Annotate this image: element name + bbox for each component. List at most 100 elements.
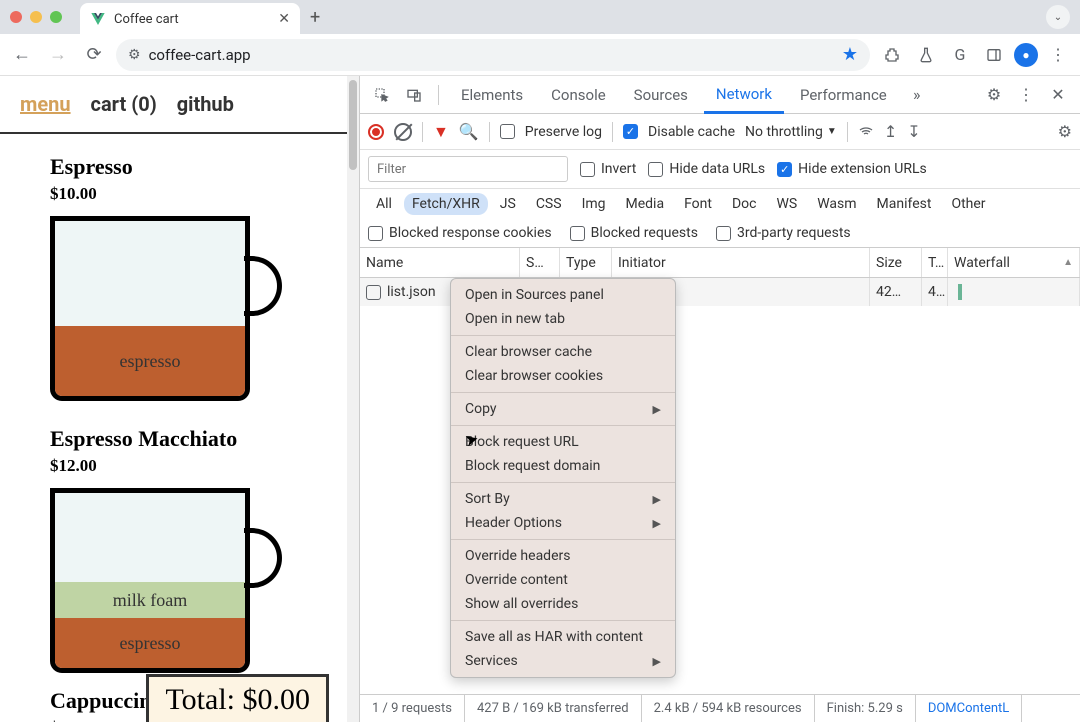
hide-ext-urls-checkbox[interactable]: ✓ bbox=[777, 162, 792, 177]
preserve-log-checkbox[interactable] bbox=[500, 124, 515, 139]
new-tab-button[interactable]: + bbox=[310, 7, 320, 28]
tab-network[interactable]: Network bbox=[704, 77, 784, 114]
context-menu-item[interactable]: Block request domain bbox=[451, 454, 675, 478]
col-initiator[interactable]: Initiator bbox=[612, 248, 870, 277]
tab-dropdown-icon[interactable]: ⌄ bbox=[1046, 5, 1070, 29]
back-button[interactable]: ← bbox=[8, 41, 36, 69]
network-conditions-icon[interactable] bbox=[858, 122, 874, 142]
device-toggle-icon[interactable] bbox=[400, 81, 428, 109]
col-waterfall[interactable]: Waterfall▲ bbox=[948, 248, 1080, 277]
window-min-btn[interactable] bbox=[30, 11, 42, 23]
tab-elements[interactable]: Elements bbox=[449, 76, 535, 113]
network-settings-icon[interactable]: ⚙ bbox=[1058, 122, 1072, 141]
settings-gear-icon[interactable]: ⚙ bbox=[980, 81, 1008, 109]
chip-ws[interactable]: WS bbox=[768, 193, 805, 215]
mug-icon[interactable]: espresso bbox=[50, 216, 280, 406]
hide-data-urls-checkbox[interactable] bbox=[648, 162, 663, 177]
page-scrollbar[interactable] bbox=[347, 76, 359, 722]
col-size[interactable]: Size bbox=[870, 248, 922, 277]
nav-menu[interactable]: menu bbox=[20, 92, 71, 116]
record-button[interactable] bbox=[368, 124, 384, 140]
type-filter-chips: All Fetch/XHR JS CSS Img Media Font Doc … bbox=[360, 189, 1080, 219]
mug-icon[interactable]: milk foam espresso bbox=[50, 488, 280, 678]
chip-js[interactable]: JS bbox=[492, 193, 524, 215]
row-checkbox[interactable] bbox=[366, 285, 381, 300]
col-time[interactable]: T… bbox=[922, 248, 948, 277]
filter-input[interactable] bbox=[368, 156, 568, 182]
col-type[interactable]: Type bbox=[560, 248, 612, 277]
context-menu-item[interactable]: Override content bbox=[451, 568, 675, 592]
more-tabs-icon[interactable]: » bbox=[903, 81, 931, 109]
product-price: $12.00 bbox=[50, 456, 339, 476]
product-espresso: Espresso $10.00 espresso bbox=[0, 134, 359, 406]
context-menu: Open in Sources panelOpen in new tab Clea… bbox=[450, 278, 676, 678]
address-bar: ← → ⟳ ⚙ coffee-cart.app ★ G ● ⋮ bbox=[0, 34, 1080, 76]
blocked-response-checkbox[interactable] bbox=[368, 226, 383, 241]
context-menu-item[interactable]: Open in new tab bbox=[451, 307, 675, 331]
table-header: Name S… Type Initiator Size T… Waterfall… bbox=[360, 248, 1080, 278]
context-menu-item[interactable]: Override headers bbox=[451, 544, 675, 568]
tab-sources[interactable]: Sources bbox=[622, 76, 700, 113]
third-party-checkbox[interactable] bbox=[716, 226, 731, 241]
col-status[interactable]: S… bbox=[520, 248, 560, 277]
page-content: menu cart (0) github Espresso $10.00 esp… bbox=[0, 76, 360, 722]
status-domcontent: DOMContentL bbox=[916, 695, 1022, 722]
blocked-requests-checkbox[interactable] bbox=[570, 226, 585, 241]
context-menu-item[interactable]: Header Options▶ bbox=[451, 511, 675, 535]
tab-console[interactable]: Console bbox=[539, 76, 618, 113]
chip-fetch-xhr[interactable]: Fetch/XHR bbox=[404, 193, 488, 215]
export-har-icon[interactable]: ↥ bbox=[884, 122, 897, 141]
profile-avatar-icon[interactable]: ● bbox=[1014, 43, 1038, 67]
context-menu-item[interactable]: Clear browser cookies bbox=[451, 364, 675, 388]
chip-img[interactable]: Img bbox=[574, 193, 614, 215]
invert-checkbox[interactable] bbox=[580, 162, 595, 177]
extensions-icon[interactable] bbox=[878, 41, 906, 69]
context-menu-item[interactable]: Open in Sources panel bbox=[451, 283, 675, 307]
import-har-icon[interactable]: ↧ bbox=[907, 122, 920, 141]
context-menu-item[interactable]: Services▶ bbox=[451, 649, 675, 673]
window-close-btn[interactable] bbox=[10, 11, 22, 23]
context-menu-item[interactable]: Show all overrides bbox=[451, 592, 675, 616]
reload-button[interactable]: ⟳ bbox=[80, 41, 108, 69]
kebab-menu-icon[interactable]: ⋮ bbox=[1044, 41, 1072, 69]
context-menu-item[interactable]: Block request URL bbox=[451, 430, 675, 454]
disable-cache-checkbox[interactable]: ✓ bbox=[623, 124, 638, 139]
chip-media[interactable]: Media bbox=[618, 193, 673, 215]
search-icon[interactable]: 🔍 bbox=[459, 122, 479, 141]
chip-other[interactable]: Other bbox=[943, 193, 993, 215]
preserve-log-label: Preserve log bbox=[525, 124, 602, 140]
browser-tab[interactable]: Coffee cart ✕ bbox=[80, 3, 300, 35]
waterfall-bar bbox=[958, 284, 962, 300]
status-requests: 1 / 9 requests bbox=[360, 695, 465, 722]
devtools-kebab-icon[interactable]: ⋮ bbox=[1012, 81, 1040, 109]
filter-toggle-icon[interactable]: ▼ bbox=[433, 122, 449, 142]
context-menu-item[interactable]: Save all as HAR with content bbox=[451, 625, 675, 649]
chip-all[interactable]: All bbox=[368, 193, 400, 215]
chip-wasm[interactable]: Wasm bbox=[809, 193, 864, 215]
inspect-icon[interactable] bbox=[368, 81, 396, 109]
chip-manifest[interactable]: Manifest bbox=[869, 193, 940, 215]
side-panel-icon[interactable] bbox=[980, 41, 1008, 69]
bookmark-star-icon[interactable]: ★ bbox=[842, 44, 858, 65]
clear-button[interactable] bbox=[394, 123, 412, 141]
throttling-select[interactable]: No throttling▼ bbox=[745, 124, 837, 140]
devtools-close-icon[interactable]: ✕ bbox=[1044, 81, 1072, 109]
chip-font[interactable]: Font bbox=[676, 193, 720, 215]
devtools-tab-bar: Elements Console Sources Network Perform… bbox=[360, 76, 1080, 114]
omnibox[interactable]: ⚙ coffee-cart.app ★ bbox=[116, 39, 870, 71]
chip-css[interactable]: CSS bbox=[528, 193, 570, 215]
context-menu-item[interactable]: Clear browser cache bbox=[451, 340, 675, 364]
context-menu-item[interactable]: Sort By▶ bbox=[451, 487, 675, 511]
tab-performance[interactable]: Performance bbox=[788, 76, 899, 113]
context-menu-item[interactable]: Copy▶ bbox=[451, 397, 675, 421]
google-icon[interactable]: G bbox=[946, 41, 974, 69]
window-max-btn[interactable] bbox=[50, 11, 62, 23]
nav-cart[interactable]: cart (0) bbox=[91, 92, 157, 116]
chip-doc[interactable]: Doc bbox=[724, 193, 765, 215]
total-box[interactable]: Total: $0.00 bbox=[146, 674, 329, 722]
site-info-icon[interactable]: ⚙ bbox=[128, 47, 141, 63]
nav-github[interactable]: github bbox=[177, 92, 234, 116]
col-name[interactable]: Name bbox=[360, 248, 520, 277]
tab-close-icon[interactable]: ✕ bbox=[278, 11, 290, 27]
labs-icon[interactable] bbox=[912, 41, 940, 69]
